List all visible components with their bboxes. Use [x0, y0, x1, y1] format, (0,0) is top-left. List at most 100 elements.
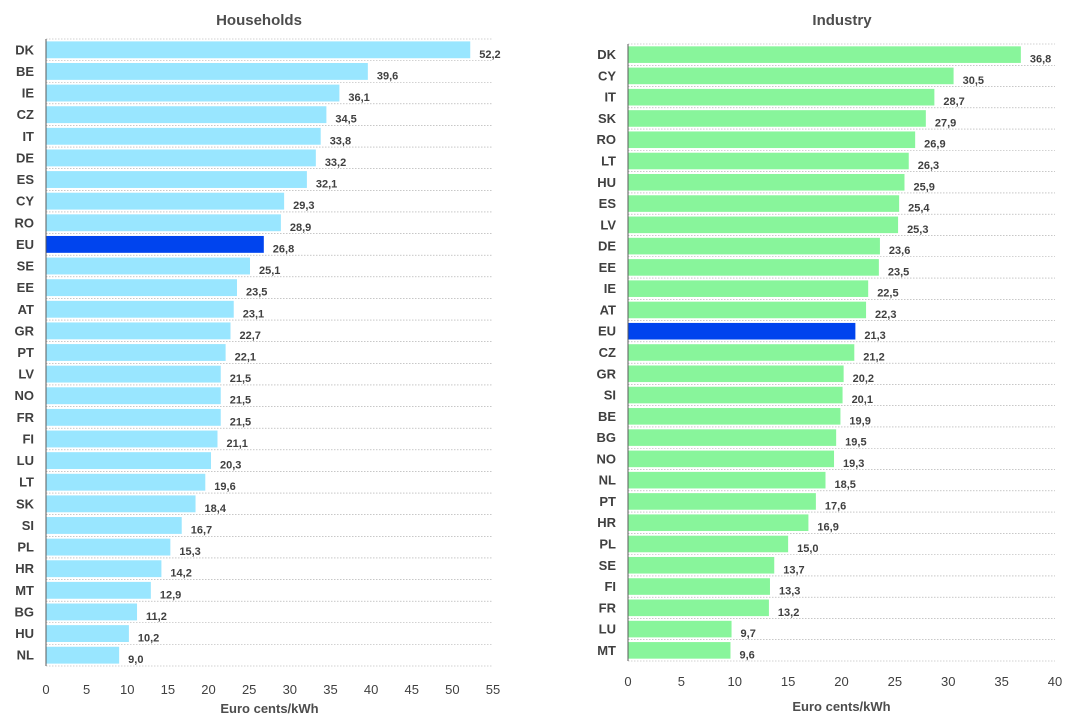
industry-x-axis-label: Euro cents/kWh — [792, 699, 890, 714]
households-value-label: 21,5 — [230, 416, 251, 428]
industry-value-label: 20,2 — [853, 373, 874, 385]
households-value-label: 52,2 — [479, 49, 500, 61]
households-category-label: CZ — [17, 107, 34, 122]
industry-category-label: IE — [604, 281, 617, 296]
households-bar-no — [46, 387, 221, 405]
households-category-label: PL — [17, 540, 34, 555]
industry-value-label: 9,6 — [739, 649, 754, 661]
industry-bar-mt — [628, 642, 731, 659]
industry-value-label: 28,7 — [943, 96, 964, 108]
households-value-label: 29,3 — [293, 200, 314, 212]
industry-bar-it — [628, 88, 935, 106]
households-category-label: AT — [18, 302, 34, 317]
households-bar-lt — [46, 473, 206, 491]
households-bar-fr — [46, 408, 221, 426]
households-category-label: LV — [18, 367, 34, 382]
industry-category-label: DE — [598, 239, 616, 254]
industry-bar-ro — [628, 131, 916, 149]
industry-value-label: 17,6 — [825, 500, 846, 512]
households-x-tick-label: 0 — [42, 682, 49, 697]
households-bar-gr — [46, 322, 231, 340]
households-value-label: 21,5 — [230, 373, 251, 385]
industry-value-label: 13,3 — [779, 586, 800, 598]
households-value-label: 22,7 — [239, 330, 260, 342]
industry-bar-bg — [628, 429, 837, 446]
households-value-label: 25,1 — [259, 265, 280, 277]
households-category-label: IE — [22, 86, 35, 101]
industry-value-label: 19,3 — [843, 458, 864, 470]
households-value-label: 16,7 — [191, 524, 212, 536]
industry-category-label: PL — [599, 536, 616, 551]
industry-bar-at — [628, 301, 867, 319]
industry-value-label: 18,5 — [834, 479, 855, 491]
households-value-label: 22,1 — [235, 352, 256, 364]
households-category-label: CY — [16, 194, 34, 209]
industry-value-label: 21,2 — [863, 352, 884, 364]
industry-category-label: ES — [599, 196, 617, 211]
industry-value-label: 26,9 — [924, 139, 945, 151]
industry-category-label: MT — [597, 643, 616, 658]
households-x-tick-label: 45 — [404, 682, 418, 697]
households-category-label: PT — [17, 345, 34, 360]
industry-bar-be — [628, 408, 841, 425]
households-category-label: NL — [17, 648, 34, 663]
households-category-label: FR — [17, 410, 35, 425]
households-bar-dk — [46, 41, 471, 59]
industry-x-tick-label: 5 — [678, 674, 685, 689]
households-value-label: 9,0 — [128, 654, 143, 666]
industry-bar-fi — [628, 578, 770, 595]
households-value-label: 26,8 — [273, 243, 294, 255]
households-bar-cz — [46, 106, 327, 124]
households-value-label: 19,6 — [214, 481, 235, 493]
industry-category-label: BG — [597, 430, 617, 445]
industry-category-label: SI — [604, 388, 616, 403]
households-category-label: SK — [16, 496, 35, 511]
households-x-tick-label: 25 — [242, 682, 256, 697]
households-category-label: HU — [15, 626, 34, 641]
households-bar-mt — [46, 581, 151, 599]
households-value-label: 23,1 — [243, 308, 264, 320]
industry-bar-ie — [628, 280, 869, 297]
households-value-label: 10,2 — [138, 633, 159, 645]
industry-bar-pt — [628, 493, 816, 510]
industry-value-label: 19,5 — [845, 437, 866, 449]
industry-bar-lt — [628, 152, 909, 170]
industry-value-label: 25,3 — [907, 224, 928, 236]
households-bar-sk — [46, 495, 196, 513]
industry-category-label: FR — [599, 600, 617, 615]
households-bar-it — [46, 127, 321, 145]
households-bar-ie — [46, 84, 340, 102]
industry-value-label: 25,4 — [908, 203, 930, 215]
households-value-label: 12,9 — [160, 589, 181, 601]
industry-value-label: 22,3 — [875, 309, 896, 321]
households-x-tick-label: 55 — [486, 682, 500, 697]
households-category-label: SE — [17, 259, 35, 274]
industry-x-tick-label: 0 — [624, 674, 631, 689]
households-category-label: LT — [19, 475, 34, 490]
industry-category-label: LT — [601, 154, 616, 169]
households-category-label: BE — [16, 64, 34, 79]
industry-bar-ee — [628, 259, 879, 276]
households-category-label: DK — [15, 42, 34, 57]
industry-bar-hu — [628, 173, 905, 191]
households-bar-eu — [46, 235, 264, 253]
industry-chart-title: Industry — [812, 12, 872, 29]
households-x-tick-label: 20 — [201, 682, 215, 697]
industry-category-label: LV — [600, 217, 616, 232]
industry-category-label: NL — [599, 473, 616, 488]
households-x-tick-label: 50 — [445, 682, 459, 697]
industry-category-label: CY — [598, 68, 616, 83]
households-category-label: NO — [15, 388, 35, 403]
industry-bar-lu — [628, 620, 732, 638]
households-value-label: 33,8 — [330, 135, 351, 147]
industry-category-label: BE — [598, 409, 616, 424]
industry-category-label: HR — [597, 515, 616, 530]
households-value-label: 36,1 — [348, 92, 369, 104]
households-value-label: 33,2 — [325, 157, 346, 169]
households-value-label: 20,3 — [220, 460, 241, 472]
households-category-label: IT — [22, 129, 34, 144]
industry-category-label: SK — [598, 111, 617, 126]
industry-value-label: 19,9 — [849, 415, 870, 427]
households-category-label: EE — [17, 280, 35, 295]
households-x-tick-label: 35 — [323, 682, 337, 697]
